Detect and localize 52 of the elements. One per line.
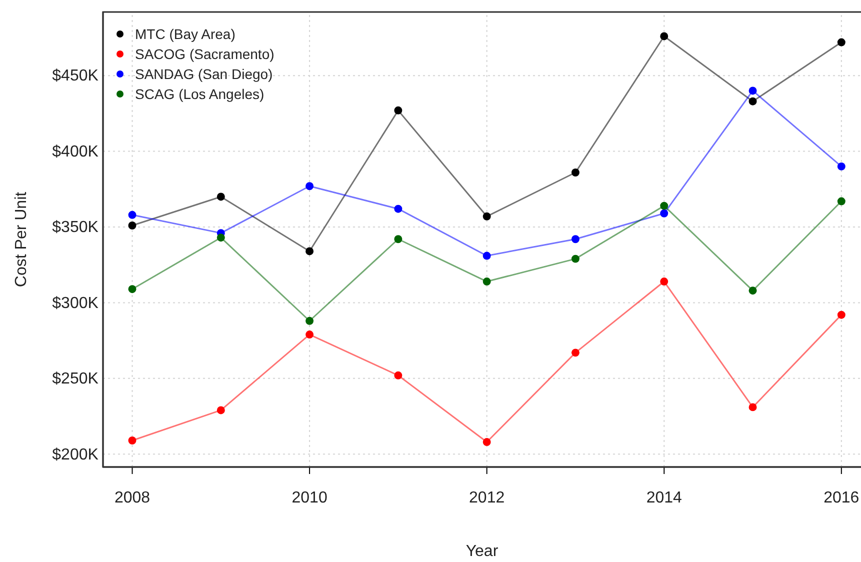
legend-label: SACOG (Sacramento) [135,46,274,62]
point [748,286,757,295]
legend-label: SANDAG (San Diego) [135,66,273,82]
point [128,222,136,230]
y-tick-label: $200K [52,446,99,464]
point [660,278,668,286]
point [128,436,136,444]
x-tick-label: 2012 [469,490,505,507]
point [306,330,314,338]
point [216,234,225,242]
point [394,204,402,213]
y-tick-label: $450K [52,68,99,85]
x-axis-title: Year [466,543,499,560]
point [306,247,314,256]
point [571,254,580,263]
point [128,210,136,219]
legend-label: SCAG (Los Angeles) [135,86,264,102]
point [837,197,846,206]
point [482,438,491,446]
legend-label: MTC (Bay Area) [135,26,236,42]
point [482,212,491,220]
y-tick-label: $400K [52,143,99,160]
point [837,162,846,170]
point [216,406,225,414]
y-tick-label: $350K [52,219,99,236]
point [660,209,668,218]
point [216,192,225,201]
point [748,86,757,95]
x-tick-label: 2016 [824,490,860,507]
point [128,285,136,294]
point [837,310,846,319]
point [394,106,402,114]
y-tick-label: $250K [52,370,99,388]
point [660,202,668,210]
point [660,32,668,40]
x-tick-label: 2008 [114,490,150,507]
point [837,38,846,46]
x-tick-label: 2014 [646,490,682,507]
y-tick-label: $300K [52,294,99,312]
y-axis-title: Cost Per Unit [13,191,30,288]
point [571,168,580,176]
point [748,403,757,412]
point [394,235,402,244]
point [482,252,491,260]
point [394,371,402,380]
point [571,235,580,244]
point [306,316,314,325]
point [306,182,314,190]
point [482,278,491,286]
x-tick-label: 2010 [292,490,328,507]
point [748,97,757,106]
point [571,348,580,357]
